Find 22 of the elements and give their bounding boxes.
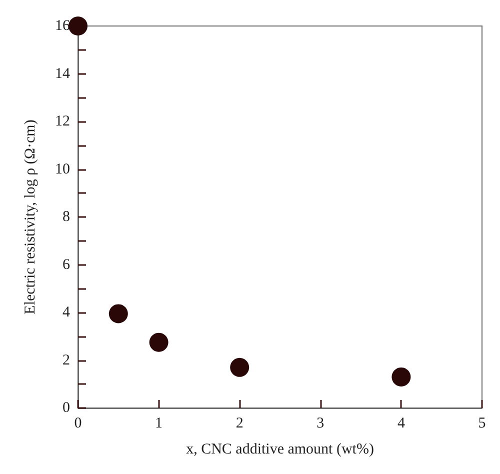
point xyxy=(149,332,168,352)
y-tick-label: 2 xyxy=(62,352,70,368)
y-tick-label: 10 xyxy=(55,161,70,178)
point xyxy=(68,16,88,36)
point xyxy=(108,304,128,324)
point xyxy=(392,367,411,386)
x-tick-label: 3 xyxy=(316,416,324,432)
y-tick-label: 8 xyxy=(62,209,70,225)
x-axis-title: x, CNC additive amount (wt%) xyxy=(186,442,374,458)
x-tick-label: 4 xyxy=(397,416,406,432)
y-axis-title: Electric resistivity, log ρ (Ω·cm) xyxy=(22,120,38,314)
y-tick-label: 6 xyxy=(62,256,70,273)
y-tick-label: 12 xyxy=(55,114,70,130)
y-tick-label: 16 xyxy=(55,18,70,34)
y-tick-label: 0 xyxy=(62,400,70,416)
x-tick-label: 5 xyxy=(478,416,486,432)
x-tick-label: 1 xyxy=(155,416,163,432)
x-tick-label: 2 xyxy=(236,416,244,432)
point xyxy=(230,358,250,377)
y-tick-label: 14 xyxy=(55,66,70,82)
x-tick-label: 0 xyxy=(74,416,82,432)
y-tick-label: 4 xyxy=(62,304,70,320)
